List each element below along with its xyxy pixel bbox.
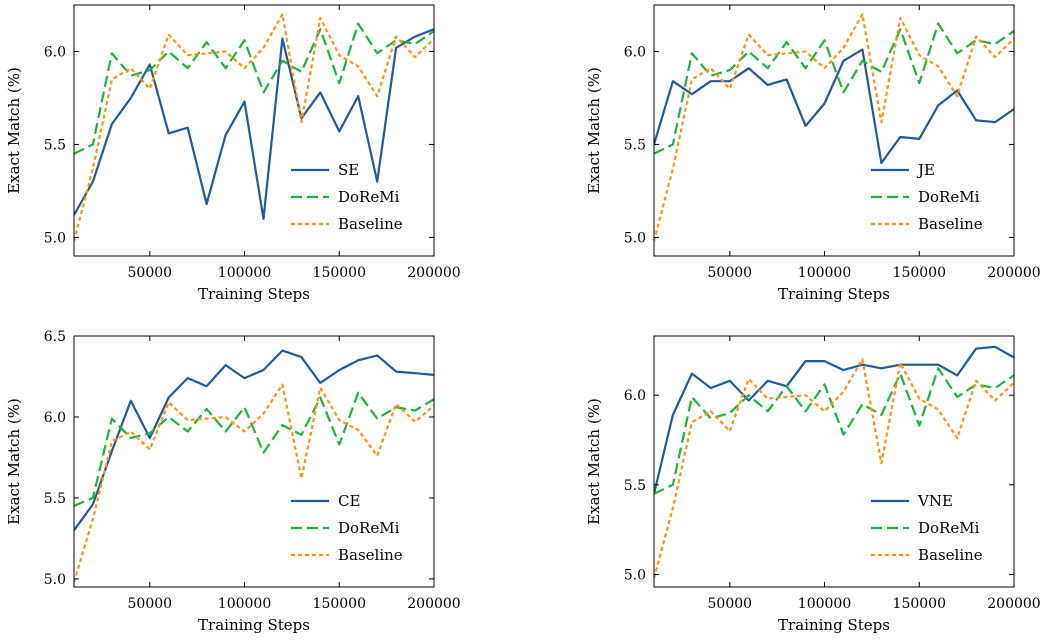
legend-label-baseline: Baseline: [918, 546, 983, 564]
plot-frame: [73, 335, 435, 588]
x-tick-label: 200000: [407, 265, 460, 281]
x-tick-label: 150000: [893, 265, 946, 281]
y-tick-label: 5.5: [44, 491, 66, 507]
x-axis-label: Training Steps: [198, 616, 310, 634]
x-tick-label: 200000: [987, 596, 1040, 612]
x-axis-label: Training Steps: [778, 616, 890, 634]
series-line-vne: [654, 345, 1014, 495]
series-lines: [654, 13, 1014, 242]
y-tick-label: 5.5: [624, 478, 646, 494]
series-lines: [654, 345, 1014, 579]
series-line-doremi: [654, 22, 1014, 155]
y-tick-label: 6.0: [624, 388, 646, 404]
legend-label-doremi: DoReMi: [918, 519, 980, 537]
x-axis-label: Training Steps: [778, 285, 890, 303]
plot-frame: [73, 4, 435, 257]
legend: JE DoReMi Baseline: [871, 161, 983, 233]
legend-label-je: JE: [916, 161, 935, 179]
legend-label-doremi: DoReMi: [918, 188, 980, 206]
x-tick-label: 100000: [798, 596, 851, 612]
legend-label-baseline: Baseline: [918, 215, 983, 233]
series-lines: [74, 13, 434, 242]
y-tick-label: 6.0: [44, 44, 66, 60]
y-tick-label: 5.5: [624, 137, 646, 153]
series-line-doremi: [74, 22, 434, 155]
legend: SE DoReMi Baseline: [291, 161, 403, 233]
legend-label-doremi: DoReMi: [338, 519, 400, 537]
legend-label-se: SE: [338, 161, 359, 179]
x-tick-label: 50000: [128, 265, 173, 281]
legend-label-ce: CE: [338, 492, 360, 510]
x-tick-label: 100000: [798, 265, 851, 281]
series-line-baseline: [74, 383, 434, 583]
chart-panel-2: 50000 100000 150000 200000 5.0 5.5 6.0 Training…: [585, 4, 1041, 303]
chart-panel-4: 50000 100000 150000 200000 5.0 5.5 6.0 Training…: [585, 335, 1041, 634]
chart-panel-3: 50000 100000 150000 200000 5.0 5.5 6.0 6.5 Train…: [5, 329, 461, 634]
legend-label-doremi: DoReMi: [338, 188, 400, 206]
y-tick-label: 5.0: [624, 230, 646, 246]
x-tick-label: 150000: [313, 265, 366, 281]
x-tick-label: 200000: [987, 265, 1040, 281]
legend: VNE DoReMi Baseline: [871, 492, 983, 564]
x-tick-label: 50000: [128, 596, 173, 612]
x-tick-label: 50000: [708, 265, 753, 281]
x-tick-label: 100000: [218, 596, 271, 612]
y-axis-label: Exact Match (%): [585, 398, 603, 525]
legend-label-baseline: Baseline: [338, 546, 403, 564]
y-axis-label: Exact Match (%): [5, 398, 23, 525]
legend: CE DoReMi Baseline: [291, 492, 403, 564]
series-line-ce: [74, 349, 434, 531]
chart-panel-1: 50000 100000 150000 200000 5.0 5.5 6.0 Training…: [5, 4, 461, 303]
y-tick-label: 5.0: [44, 572, 66, 588]
series-line-doremi: [74, 391, 434, 508]
y-tick-label: 6.0: [44, 410, 66, 426]
y-tick-label: 5.0: [44, 230, 66, 246]
series-lines: [74, 349, 434, 583]
plot-frame: [653, 335, 1015, 588]
x-tick-label: 50000: [708, 596, 753, 612]
y-axis-label: Exact Match (%): [585, 67, 603, 194]
series-line-baseline: [74, 13, 434, 242]
x-tick-label: 100000: [218, 265, 271, 281]
series-line-se: [74, 28, 434, 220]
y-axis-label: Exact Match (%): [5, 67, 23, 194]
y-tick-label: 6.5: [44, 329, 66, 345]
y-tick-label: 5.5: [44, 137, 66, 153]
y-tick-label: 6.0: [624, 44, 646, 60]
x-axis-label: Training Steps: [198, 285, 310, 303]
x-tick-label: 200000: [407, 596, 460, 612]
legend-label-baseline: Baseline: [338, 215, 403, 233]
y-tick-label: 5.0: [624, 567, 646, 583]
legend-label-vne: VNE: [917, 492, 953, 510]
series-line-baseline: [654, 13, 1014, 242]
x-tick-label: 150000: [893, 596, 946, 612]
x-tick-label: 150000: [313, 596, 366, 612]
plot-frame: [653, 4, 1015, 257]
series-line-je: [654, 48, 1014, 165]
